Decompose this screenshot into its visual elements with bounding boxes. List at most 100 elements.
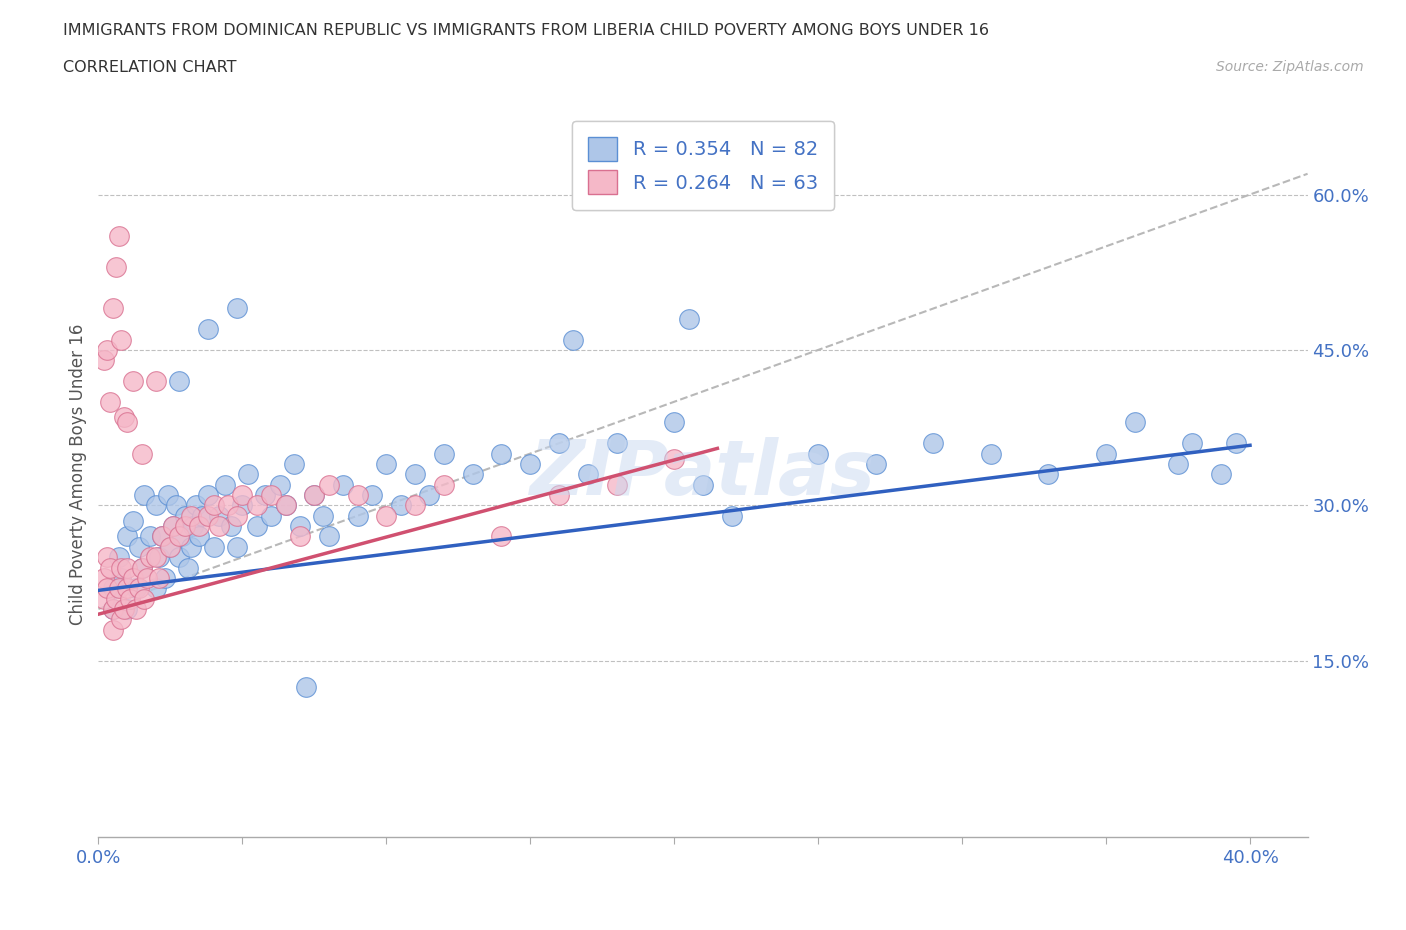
- Point: [110, 332, 132, 347]
- Point: [115, 560, 138, 575]
- Y-axis label: Child Poverty Among Boys Under 16: Child Poverty Among Boys Under 16: [69, 324, 87, 625]
- Point: [231, 487, 253, 502]
- Point: [98, 394, 121, 409]
- Point: [214, 477, 236, 492]
- Point: [104, 591, 127, 606]
- Point: [461, 467, 484, 482]
- Point: [128, 539, 150, 554]
- Point: [274, 498, 297, 512]
- Point: [120, 591, 142, 606]
- Point: [150, 529, 173, 544]
- Point: [304, 487, 326, 502]
- Point: [865, 457, 887, 472]
- Point: [122, 570, 145, 585]
- Point: [404, 467, 426, 482]
- Point: [107, 581, 129, 596]
- Point: [678, 312, 700, 326]
- Point: [183, 519, 205, 534]
- Text: Child Poverty Among Boys Under 16: Child Poverty Among Boys Under 16: [562, 901, 588, 902]
- Point: [107, 229, 129, 244]
- Point: [101, 602, 124, 617]
- Point: [110, 570, 132, 585]
- Text: IMMIGRANTS FROM DOMINICAN REPUBLIC VS IMMIGRANTS FROM LIBERIA CHILD POVERTY AMON: IMMIGRANTS FROM DOMINICAN REPUBLIC VS IM…: [63, 23, 990, 38]
- Point: [1225, 436, 1247, 451]
- Point: [104, 259, 127, 274]
- Point: [176, 560, 198, 575]
- Point: [131, 560, 153, 575]
- Point: [101, 602, 124, 617]
- Point: [162, 519, 184, 534]
- Point: [101, 622, 124, 637]
- Point: [269, 477, 291, 492]
- Point: [125, 602, 148, 617]
- Point: [180, 509, 202, 524]
- Point: [162, 519, 184, 534]
- Point: [980, 446, 1002, 461]
- Point: [236, 467, 259, 482]
- Point: [304, 487, 326, 502]
- Point: [346, 487, 368, 502]
- Point: [165, 498, 187, 512]
- Point: [922, 436, 945, 451]
- Point: [145, 498, 167, 512]
- Point: [96, 581, 118, 596]
- Point: [197, 487, 219, 502]
- Point: [112, 410, 135, 425]
- Point: [188, 519, 211, 534]
- Point: [153, 570, 176, 585]
- Point: [231, 498, 253, 512]
- Point: [312, 509, 335, 524]
- Point: [145, 374, 167, 389]
- Point: [576, 467, 599, 482]
- Point: [197, 322, 219, 337]
- Point: [491, 446, 513, 461]
- Point: [1167, 457, 1189, 472]
- Point: [131, 446, 153, 461]
- Point: [246, 498, 269, 512]
- Point: [110, 612, 132, 627]
- Point: [131, 560, 153, 575]
- Text: ZIPatlas: ZIPatlas: [530, 437, 876, 512]
- Point: [318, 529, 340, 544]
- Point: [148, 550, 170, 565]
- Point: [260, 509, 283, 524]
- Point: [96, 550, 118, 565]
- Point: [93, 352, 115, 367]
- Point: [519, 457, 541, 472]
- Point: [219, 519, 242, 534]
- Point: [260, 487, 283, 502]
- Point: [145, 581, 167, 596]
- Point: [110, 560, 132, 575]
- Point: [548, 487, 571, 502]
- Point: [246, 519, 269, 534]
- Point: [491, 529, 513, 544]
- Point: [225, 539, 247, 554]
- Point: [112, 602, 135, 617]
- Point: [418, 487, 440, 502]
- Point: [186, 498, 208, 512]
- Point: [115, 581, 138, 596]
- Point: [107, 550, 129, 565]
- Point: [433, 477, 456, 492]
- Point: [93, 570, 115, 585]
- Point: [96, 342, 118, 357]
- Legend: R = 0.354   N = 82, R = 0.264   N = 63: R = 0.354 N = 82, R = 0.264 N = 63: [572, 121, 834, 209]
- Point: [115, 602, 138, 617]
- Point: [720, 509, 742, 524]
- Point: [101, 581, 124, 596]
- Point: [375, 509, 398, 524]
- Point: [332, 477, 354, 492]
- Point: [122, 513, 145, 528]
- Point: [167, 374, 190, 389]
- Point: [217, 498, 239, 512]
- Point: [562, 332, 585, 347]
- Point: [167, 529, 190, 544]
- Point: [93, 591, 115, 606]
- Point: [664, 415, 686, 430]
- Point: [136, 570, 159, 585]
- Point: [202, 498, 225, 512]
- Point: [173, 509, 195, 524]
- Point: [150, 529, 173, 544]
- Point: [180, 539, 202, 554]
- Point: [191, 509, 214, 524]
